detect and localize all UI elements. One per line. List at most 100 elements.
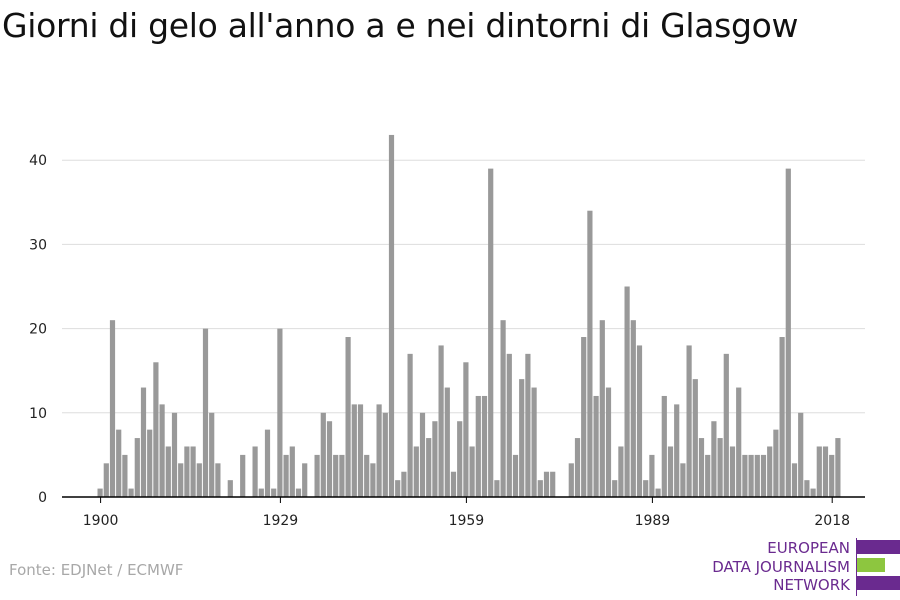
bar-1971 [537,480,543,497]
bar-1906 [134,438,140,497]
bar-1914 [184,446,190,497]
bar-1961 [475,395,481,497]
bar-1988 [643,480,649,497]
chart-title: Giorni di gelo all'anno a e nei dintorni… [2,6,799,45]
bar-2015 [810,488,816,497]
bar-2008 [767,446,773,497]
bar-1985 [624,286,630,497]
bar-1954 [432,421,438,497]
bar-1905 [128,488,134,497]
bar-1941 [351,404,357,497]
bar-1983 [612,480,618,497]
bar-1907 [140,387,147,497]
bar-1994 [680,463,686,497]
bar-1991 [661,395,667,497]
logo-line-3: NETWORK [773,576,850,594]
bar-1932 [295,488,302,497]
bar-1942 [357,404,364,497]
bar-1958 [457,421,463,497]
bar-1970 [531,387,537,497]
bar-1910 [159,404,165,497]
bar-1916 [196,463,202,497]
bar-1957 [450,471,457,497]
bar-1937 [326,421,333,497]
bar-1936 [320,412,326,497]
bar-1993 [674,404,680,497]
bar-1931 [289,446,295,497]
bar-1989 [649,454,655,497]
bar-2007 [760,454,767,497]
bar-1964 [494,480,500,497]
bar-1933 [302,463,308,497]
bar-1955 [438,345,444,497]
bar-1909 [153,362,159,497]
bar-2012 [791,463,798,497]
bar-1960 [469,446,475,497]
bar-1911 [165,446,171,497]
logo-line-1: EUROPEAN [767,539,850,557]
bar-2019 [835,438,841,497]
bar-1953 [426,438,432,497]
bar-1945 [376,404,382,497]
bar-2009 [773,429,779,497]
bar-1956 [444,387,450,497]
bar-1921 [227,480,233,497]
bar-2013 [798,412,804,497]
bar-1926 [258,488,264,497]
bar-1986 [630,320,636,497]
y-axis-ticks: 0 10 20 30 40 [29,153,47,506]
bar-1963 [488,168,494,497]
bar-1938 [333,454,339,497]
bar-1982 [605,387,612,497]
bar-1900 [97,488,103,497]
bar-1919 [215,463,221,497]
bar-1998 [705,454,711,497]
bar-1917 [202,328,209,497]
bars [97,134,841,497]
bar-1946 [382,412,388,497]
bar-1918 [209,412,215,497]
bar-1908 [147,429,153,497]
bar-1950 [407,353,413,497]
bar-1952 [419,412,426,497]
bar-1965 [500,320,506,497]
x-tick-label: 2018 [814,513,850,529]
bar-1995 [686,345,692,497]
y-tick-label: 40 [29,153,47,169]
bar-1968 [519,379,525,497]
logo-bar-bottom [857,576,900,590]
bar-1925 [252,446,258,497]
bar-2004 [742,454,748,497]
bar-1967 [512,454,519,497]
bar-1977 [574,438,581,497]
y-tick-label: 10 [29,406,47,422]
bar-1978 [581,337,587,497]
y-tick-label: 0 [38,490,47,506]
bar-1959 [463,362,469,497]
bar-2006 [754,454,760,497]
bar-1940 [345,337,351,497]
bar-1962 [481,395,488,497]
bar-2001 [723,353,729,497]
bar-1930 [283,454,289,497]
bar-1980 [593,395,599,497]
bar-2014 [804,480,810,497]
logo-line-2: DATA JOURNALISM [712,558,850,576]
bar-2002 [729,446,736,497]
x-tick-label: 1929 [263,513,299,529]
gridlines [62,159,865,414]
source-note: Fonte: EDJNet / ECMWF [9,561,184,579]
x-tick-label: 1959 [449,513,485,529]
bar-1943 [364,454,370,497]
bar-1951 [413,446,419,497]
bar-2011 [785,168,791,497]
bar-1913 [178,463,184,497]
x-tick-label: 1900 [83,513,119,529]
bar-1902 [109,320,116,497]
y-tick-label: 30 [29,237,47,253]
bar-1990 [655,488,661,497]
bar-1966 [506,353,512,497]
bar-1949 [401,471,407,497]
bar-1984 [618,446,624,497]
bar-2016 [816,446,822,497]
